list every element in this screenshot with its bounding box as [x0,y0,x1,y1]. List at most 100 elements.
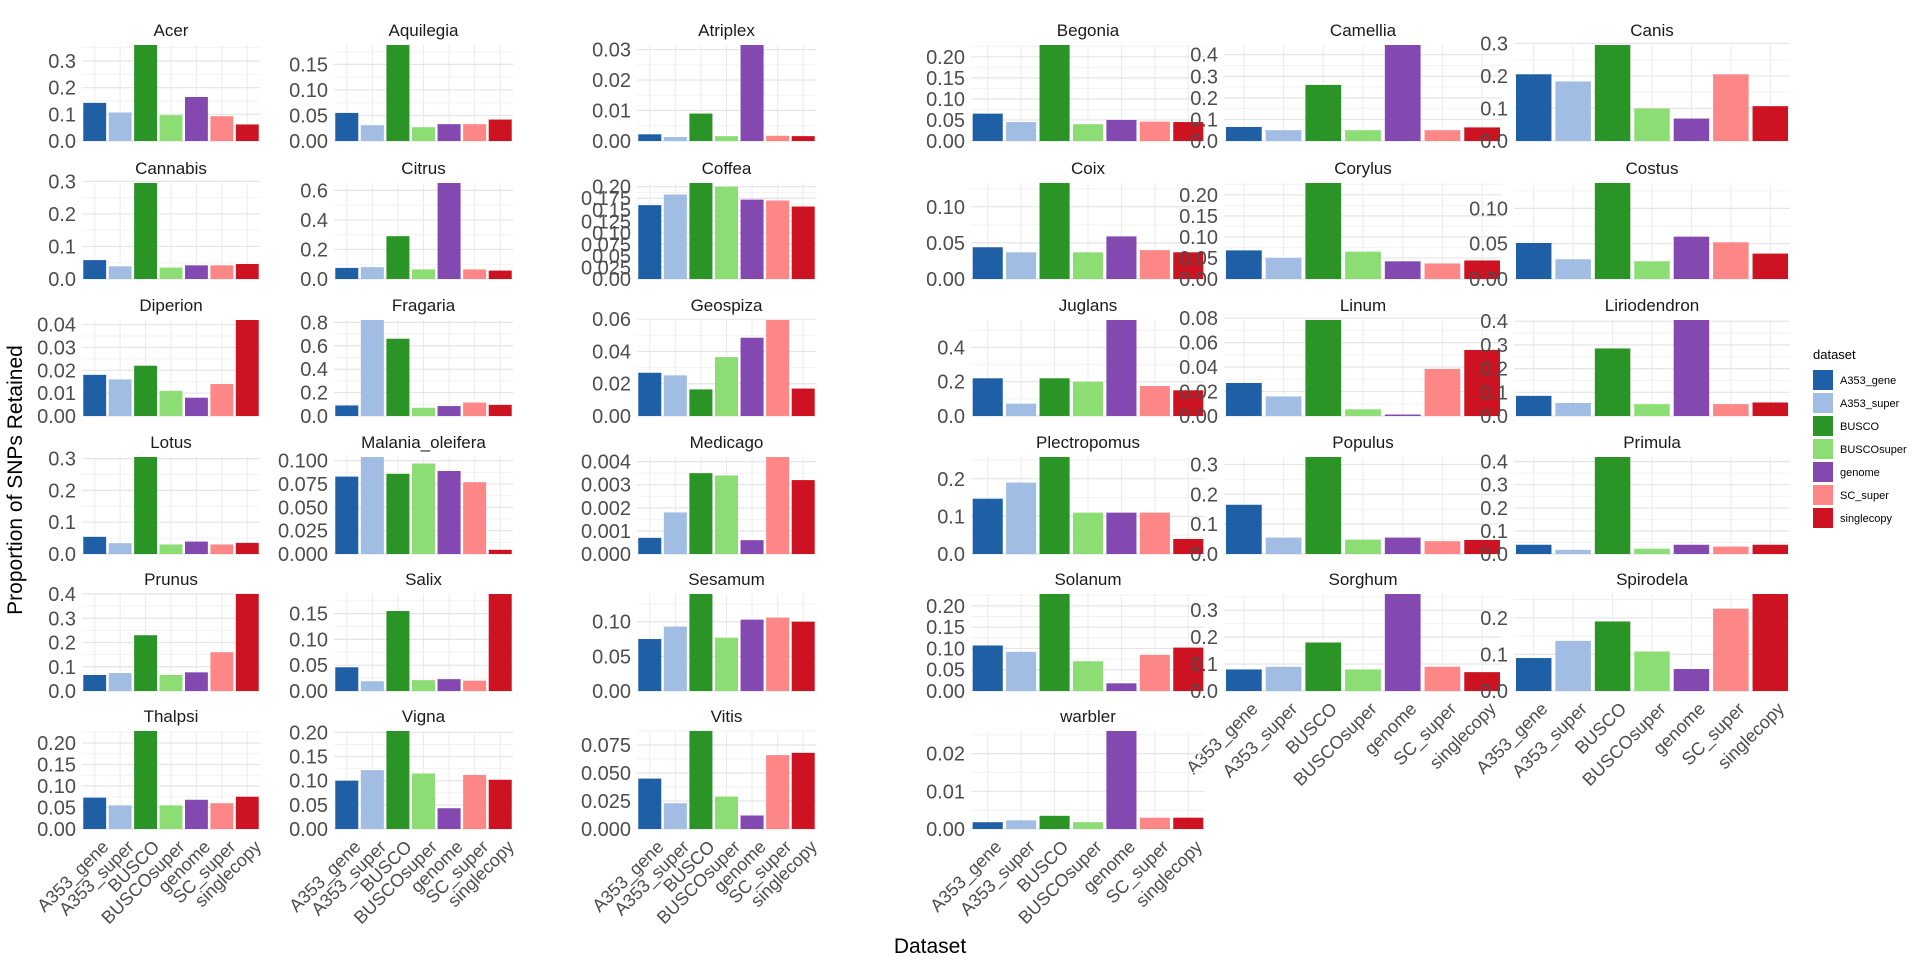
bar-buscosuper [1072,661,1104,691]
bar-buscosuper [159,674,183,691]
bar-busco [1039,378,1070,416]
y-tick-label: 0.15 [926,617,965,639]
panel-title: Sorghum [1329,570,1398,589]
y-tick-label: 0.3 [48,608,76,630]
bar-singlecopy [235,320,259,416]
bar-busco [1594,45,1631,141]
panel-primula: Primula 0.00.10.20.30.4 [1480,433,1790,566]
bar-a353-super [663,803,687,829]
bar-singlecopy [1173,390,1204,416]
bar-genome [1106,119,1137,141]
bar-genome [740,619,764,691]
y-tick-label: 0.1 [1480,521,1508,543]
y-tick-label: 0.02 [926,744,965,766]
legend-label: BUSCO [1840,421,1880,433]
y-tick-label: 0.2 [937,372,965,394]
panel-title: Lotus [150,433,192,452]
bar-busco [134,635,158,691]
bar-singlecopy [488,594,512,691]
y-tick-label: 0.004 [581,452,631,474]
bar-a353-super [1265,130,1302,141]
bar-buscosuper [1072,822,1104,829]
bar-sc-super [1139,386,1170,416]
panel-title: Citrus [401,159,445,178]
bar-sc-super [766,135,790,141]
bar-singlecopy [235,264,259,279]
y-tick-label: 0.10 [1469,198,1508,220]
bar-buscosuper [1072,381,1104,416]
bar-singlecopy [1752,594,1789,691]
y-tick-label: 0.04 [37,315,76,337]
bar-a353-gene [972,378,1003,416]
y-tick-label: 0.6 [300,180,328,202]
y-tick-label: 0.03 [592,40,631,62]
bar-busco [689,113,713,141]
y-tick-label: 0.00 [592,406,631,428]
y-tick-label: 0.002 [581,498,631,520]
panel-title: Camellia [1330,21,1397,40]
bar-buscosuper [411,463,436,554]
bar-a353-super [360,125,384,141]
y-tick-label: 0.1 [48,657,76,679]
bar-busco [689,731,713,829]
legend-title: dataset [1813,347,1856,362]
bar-buscosuper [159,390,183,416]
bar-a353-super [1265,257,1302,279]
y-tick-label: 0.0 [937,544,965,566]
y-tick-label: 0.10 [926,197,965,219]
panel-title: Plectropomus [1036,433,1140,452]
bar-a353-gene [83,102,107,141]
panel-solanum: Solanum 0.000.050.100.150.20 [926,570,1205,703]
y-tick-label: 0.0 [300,406,328,428]
bar-a353-gene [83,374,107,416]
bar-a353-super [1555,549,1591,554]
y-tick-label: 0.15 [1179,206,1218,228]
bar-sc-super [766,457,790,554]
y-tick-label: 0.15 [926,68,965,90]
y-tick-label: 0.00 [289,131,328,153]
y-tick-label: 0.15 [37,755,76,777]
bar-a353-gene [335,112,359,141]
bar-genome [437,808,461,829]
bar-busco [386,473,410,554]
bar-busco [1039,457,1070,554]
panel-title: Aquilegia [389,21,459,40]
panel-cannabis: Cannabis 0.0 0.1 0.2 0.3 [48,159,260,291]
y-axis-title: Proportion of SNPs Retained [4,345,27,615]
panel-prunus: Prunus 0.00.10.2 0.30.4 [48,570,260,703]
y-tick-label: 0.01 [592,101,631,123]
y-tick-label: 0.00 [37,819,76,841]
y-tick-label: 0.02 [592,70,631,92]
bar-genome [740,337,764,416]
panel-corylus: Corylus 0.000.050.100.150.20 [1179,159,1502,291]
bar-genome [1106,320,1137,416]
y-tick-label: 0.02 [1179,382,1218,404]
y-tick-label: 0.0 [937,406,965,428]
bar-singlecopy [488,119,512,141]
bar-a353-gene [1225,504,1262,554]
panel-title: Diperion [139,296,202,315]
y-tick-label: 0.1 [1190,654,1218,676]
bar-a353-gene [638,205,662,279]
y-tick-label: 0.15 [289,54,328,76]
panel-title: Acer [154,21,189,40]
bar-buscosuper [1345,409,1381,416]
bar-a353-gene [972,247,1003,279]
y-tick-label: 0.075 [581,735,631,757]
panel-atriplex: Atriplex 0.00 0.01 0.02 0.03 [592,21,816,153]
bar-a353-super [1006,651,1037,691]
y-tick-label: 0.4 [1480,311,1508,333]
y-tick-label: 0.4 [48,584,76,606]
bar-genome [1106,512,1137,554]
y-tick-label: 0.2 [300,239,328,261]
bar-busco [134,731,158,829]
bar-busco [134,365,158,416]
panel-salix: Salix 0.00 0.05 0.10 0.15 [289,570,513,703]
y-tick-label: 0.4 [937,337,965,359]
panel-title: Vigna [402,707,446,726]
panel-title: Vitis [711,707,743,726]
bar-genome [437,124,461,141]
bar-sc-super [1424,263,1461,279]
bar-buscosuper [714,357,739,416]
